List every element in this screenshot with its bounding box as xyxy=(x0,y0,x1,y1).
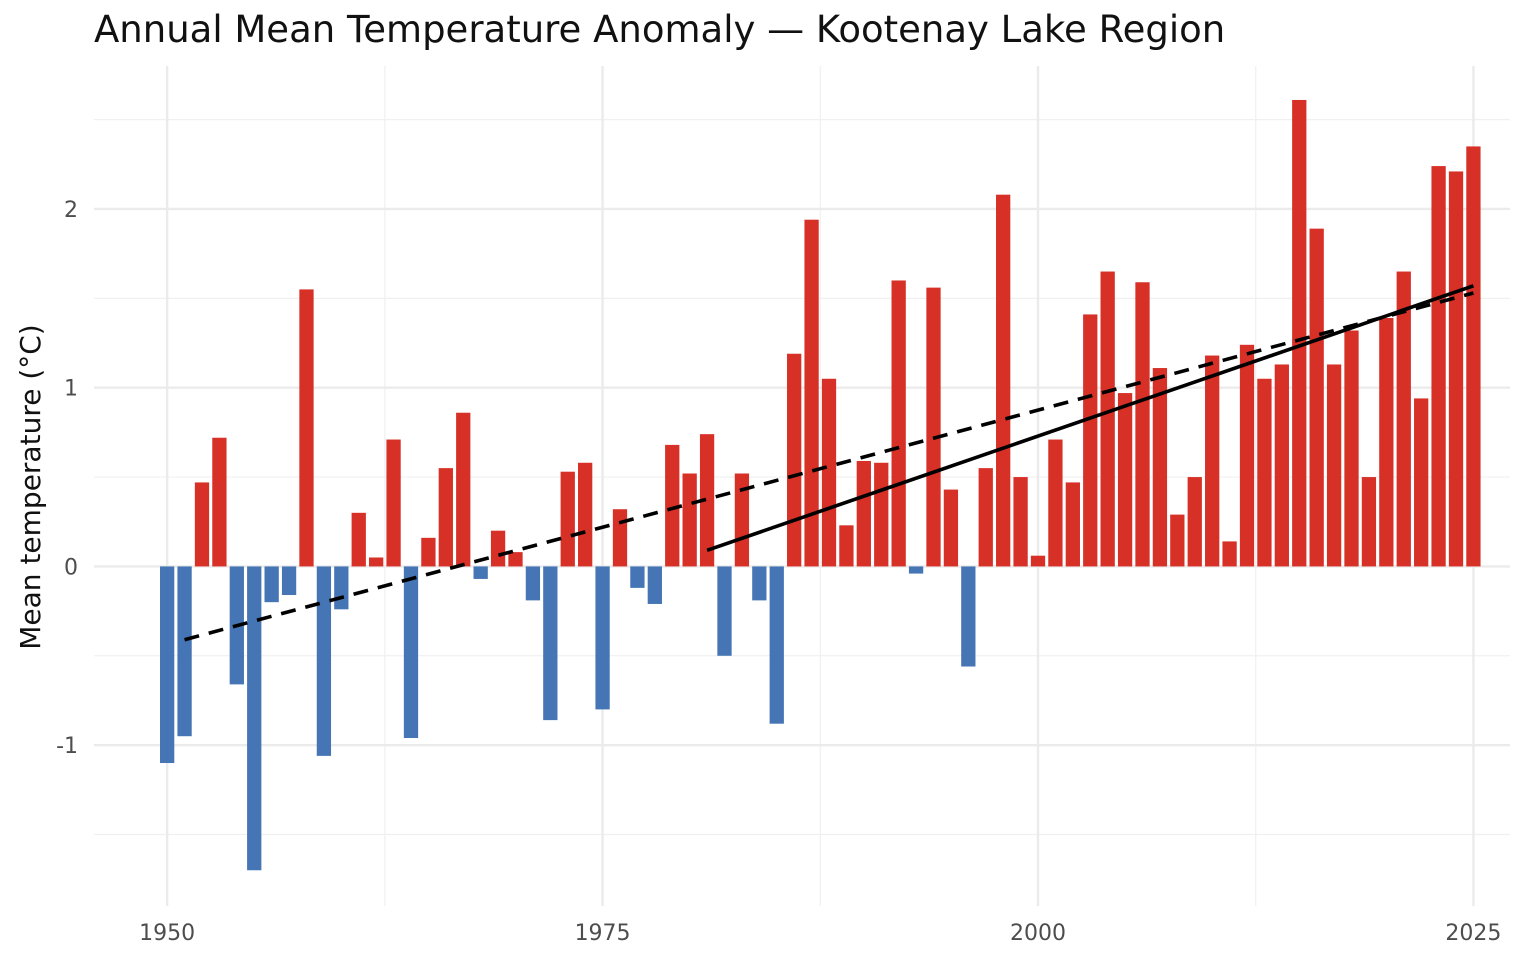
x-tick-label: 1975 xyxy=(575,921,631,946)
bar-1970 xyxy=(508,552,523,567)
bar-2022 xyxy=(1414,398,1429,567)
bar-1981 xyxy=(699,434,715,567)
bar-2001 xyxy=(1048,439,1063,567)
bar-1956 xyxy=(264,566,279,603)
y-tick-labels: -1 0 1 2 xyxy=(56,198,78,759)
bar-1952 xyxy=(194,482,210,567)
bar-2020 xyxy=(1379,318,1394,567)
bar-2007 xyxy=(1152,368,1168,567)
bar-1972 xyxy=(543,566,558,721)
y-tick-label: 2 xyxy=(64,198,78,223)
bars xyxy=(160,99,1481,871)
bar-1958 xyxy=(299,289,314,567)
bar-1964 xyxy=(403,566,419,738)
bar-2008 xyxy=(1170,514,1185,567)
bar-1969 xyxy=(490,530,506,567)
bar-1997 xyxy=(978,468,993,567)
bar-1976 xyxy=(612,509,628,567)
y-tick-label: -1 xyxy=(56,734,78,759)
bar-1980 xyxy=(682,473,697,567)
bar-1989 xyxy=(839,525,854,567)
bar-2000 xyxy=(1030,555,1046,567)
bar-1992 xyxy=(891,280,906,567)
bar-1978 xyxy=(647,566,662,604)
bar-1995 xyxy=(943,489,959,567)
bar-1994 xyxy=(926,287,941,567)
bar-1950 xyxy=(160,566,175,764)
x-tick-label: 1950 xyxy=(139,921,195,946)
bar-1965 xyxy=(421,537,436,567)
bar-1983 xyxy=(734,473,750,567)
bar-2018 xyxy=(1344,330,1359,567)
bar-2017 xyxy=(1326,364,1342,567)
bar-1955 xyxy=(247,566,262,871)
y-tick-label: 0 xyxy=(64,555,78,580)
chart-title: Annual Mean Temperature Anomaly — Kooten… xyxy=(94,8,1226,51)
bar-1993 xyxy=(908,566,924,574)
bar-1988 xyxy=(821,378,837,567)
trend-lines xyxy=(184,284,1475,642)
bar-1984 xyxy=(752,566,767,601)
bar-2005 xyxy=(1117,393,1133,567)
bar-2003 xyxy=(1083,314,1098,567)
bar-1979 xyxy=(665,444,680,567)
bar-1959 xyxy=(316,566,332,756)
bar-2021 xyxy=(1396,271,1411,567)
bar-1968 xyxy=(473,566,488,579)
bar-2006 xyxy=(1135,282,1150,567)
bar-1973 xyxy=(560,471,575,567)
bar-1985 xyxy=(769,566,784,724)
bar-1991 xyxy=(874,462,889,567)
bar-1990 xyxy=(856,460,871,567)
x-tick-label: 2000 xyxy=(1010,921,1066,946)
bar-1960 xyxy=(334,566,349,610)
bar-2004 xyxy=(1100,271,1115,567)
trend-line-dashed xyxy=(184,291,1474,642)
bar-1966 xyxy=(438,468,453,567)
bar-2014 xyxy=(1274,364,1289,567)
bar-2009 xyxy=(1187,477,1202,567)
bar-2025 xyxy=(1466,146,1481,567)
bar-1982 xyxy=(717,566,732,656)
bar-1987 xyxy=(804,219,819,567)
bar-1986 xyxy=(787,353,802,567)
x-tick-label: 2025 xyxy=(1445,921,1501,946)
bar-2016 xyxy=(1309,228,1324,567)
trend-line-solid xyxy=(706,284,1475,553)
bar-1953 xyxy=(212,437,227,567)
bar-1963 xyxy=(386,439,401,567)
bar-2013 xyxy=(1257,378,1272,567)
bar-2019 xyxy=(1361,477,1377,567)
bar-1951 xyxy=(177,566,192,737)
bar-1998 xyxy=(996,194,1011,567)
bar-1961 xyxy=(351,512,366,567)
bar-2024 xyxy=(1448,171,1464,567)
bar-2015 xyxy=(1292,99,1307,567)
bar-1962 xyxy=(369,557,384,567)
bar-2012 xyxy=(1239,344,1255,567)
bar-1971 xyxy=(525,566,541,601)
bar-1974 xyxy=(578,462,593,567)
grid-lines xyxy=(94,66,1510,906)
y-axis-label: Mean temperature (°C) xyxy=(14,324,47,650)
y-tick-label: 1 xyxy=(64,377,78,402)
x-tick-labels: 1950 1975 2000 2025 xyxy=(139,921,1501,946)
bar-2002 xyxy=(1065,482,1080,567)
bar-1977 xyxy=(630,566,645,588)
bar-1996 xyxy=(961,566,976,667)
bar-1967 xyxy=(456,412,471,567)
bar-2023 xyxy=(1431,166,1446,567)
bar-2011 xyxy=(1222,541,1237,567)
bar-1957 xyxy=(281,566,297,596)
bar-1999 xyxy=(1013,477,1028,567)
bar-2010 xyxy=(1205,355,1220,567)
bar-1975 xyxy=(595,566,610,710)
